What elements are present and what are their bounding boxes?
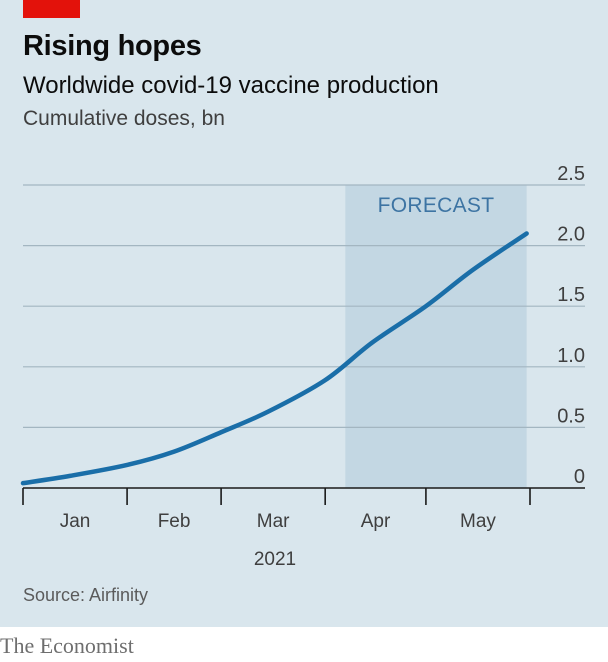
y-tick-label: 2.0 (557, 224, 585, 246)
y-tick-label: 1.0 (557, 345, 585, 367)
x-axis (22, 487, 585, 505)
y-tick-label: 1.5 (557, 284, 585, 306)
series-line (20, 231, 529, 486)
y-tick-labels: 0 0.5 1.0 1.5 2.0 2.5 (557, 163, 585, 488)
x-tick-label: Mar (257, 511, 290, 532)
y-tick-label: 2.5 (557, 163, 585, 185)
line-chart: FORECAST 0 0.5 1.0 1.5 2.0 2.5 Jan Feb Mar Apr Ma… (20, 163, 585, 570)
forecast-band (345, 185, 527, 488)
gridlines (23, 184, 585, 428)
x-tick-label: Feb (158, 511, 191, 532)
brand-red-tab (23, 0, 80, 18)
year-label: 2021 (254, 549, 296, 570)
x-tick-label: Apr (361, 511, 391, 532)
x-tick-labels: Jan Feb Mar Apr May 2021 (60, 511, 497, 570)
x-tick-label: May (460, 511, 496, 532)
unit-label: Cumulative doses, bn (23, 107, 225, 130)
y-tick-label: 0.5 (557, 405, 585, 427)
forecast-label: FORECAST (378, 194, 495, 217)
series-line-group (20, 231, 529, 486)
source-note: Source: Airfinity (23, 585, 149, 605)
forecast-band-group: FORECAST (345, 185, 527, 488)
chart-title: Rising hopes (23, 30, 202, 62)
brand-logo-text: The Economist (0, 633, 134, 658)
x-tick-label: Jan (60, 511, 91, 532)
y-tick-label: 0 (574, 466, 585, 488)
chart-subtitle: Worldwide covid-19 vaccine production (23, 72, 439, 99)
